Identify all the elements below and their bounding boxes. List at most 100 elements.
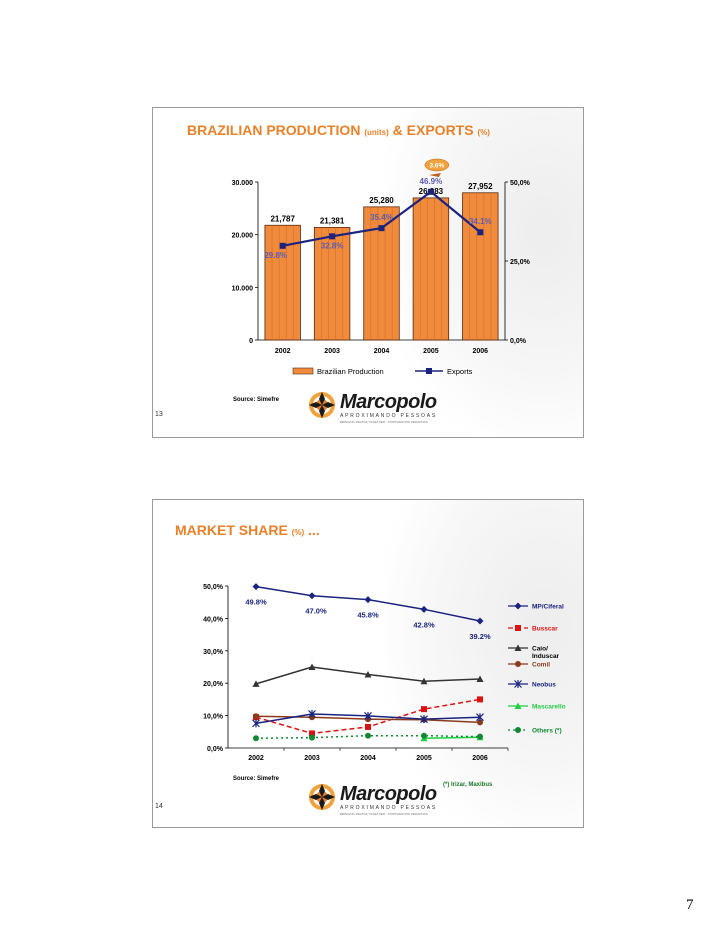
logo-wordmark: Marcopolo	[340, 391, 437, 413]
x-tick-label: 2004	[374, 348, 390, 355]
series-point-1	[421, 706, 427, 713]
y-left-tick-label: 0	[249, 338, 253, 345]
x-tick-label: 2003	[324, 348, 340, 355]
annotation-arrow-icon	[428, 173, 441, 177]
series-value-label: 47.0%	[305, 607, 327, 616]
series-point-0	[476, 617, 484, 625]
production-bar	[412, 197, 450, 341]
series-point-1	[365, 723, 371, 730]
y-left-tick-label: 20.000	[232, 233, 254, 240]
exports-point	[279, 242, 286, 249]
legend-marker	[514, 702, 522, 709]
x-tick-label: 2004	[360, 755, 376, 762]
title-percent: (%)	[291, 528, 305, 537]
y-tick-label: 50,0%	[203, 584, 224, 591]
series-point-4	[364, 711, 372, 720]
legend-label: Comil	[532, 662, 550, 669]
exports-value-label: 35.4%	[370, 213, 393, 222]
exports-point	[329, 233, 336, 240]
legend-label: Others (*)	[532, 728, 562, 735]
marcopolo-logo: Marcopolo APROXIMANDO PESSOAS BRINGING P…	[308, 391, 448, 427]
series-line-5	[423, 736, 481, 740]
series-value-label: 39.2%	[469, 632, 491, 641]
series-point-2	[252, 680, 260, 687]
production-bar	[313, 226, 351, 341]
source-label: Source: Simefre	[233, 397, 280, 403]
market-share-chart: 0,0% 10,0% 20,0% 30,0% 40,0% 50,0% 2002 2003 200…	[203, 583, 566, 762]
x-tick-label: 2006	[473, 348, 489, 355]
legend-label: Neobus	[532, 682, 556, 689]
y-tick-label: 20,0%	[203, 681, 224, 688]
production-value-label: 27,952	[468, 182, 493, 191]
logo-tagline: APROXIMANDO PESSOAS	[340, 805, 437, 811]
y-right-tick-label: 25,0%	[510, 259, 531, 266]
slide2-title: MARKET SHARE (%) ...	[175, 522, 320, 538]
series-point-6	[477, 733, 483, 740]
series-point-6	[365, 732, 371, 739]
legend-bar-swatch	[292, 367, 314, 375]
series-point-2	[364, 670, 372, 678]
y-left-tick-label: 30.000	[232, 180, 254, 187]
legend-marker	[514, 644, 522, 651]
production-exports-chart: 0 10.000 20.000 30.000 0,0% 25,0% 50,0% 21,787 2…	[232, 158, 531, 376]
exports-value-label: 29.8%	[264, 251, 287, 260]
series-point-2	[308, 663, 316, 670]
x-tick-label: 2003	[304, 755, 320, 762]
y-tick-label: 0,0%	[207, 746, 224, 753]
series-point-0	[252, 583, 260, 591]
title-ampersand: &	[392, 122, 403, 138]
series-point-4	[252, 719, 260, 728]
legend-label: MP/Ciferal	[532, 604, 564, 611]
series-point-3	[253, 713, 259, 720]
slide-market-share: MARKET SHARE (%) ... 0,0% 10,0% 20,0% 30,0%…	[152, 499, 584, 828]
title-main: MARKET SHARE	[175, 522, 288, 538]
series-value-label: 49.8%	[245, 598, 267, 607]
logo-subline: BRINGING PEOPLE TOGETHER · APROXIMANDO P…	[340, 812, 428, 816]
y-tick-label: 30,0%	[203, 649, 224, 656]
legend-line-label: Exports	[447, 367, 473, 376]
title-units: (units)	[364, 128, 389, 137]
legend-label: Mascarello	[532, 704, 566, 711]
exports-point	[427, 188, 434, 195]
production-value-label: 21,787	[270, 214, 295, 223]
series-point-0	[364, 596, 372, 604]
production-value-label: 21,381	[320, 216, 345, 225]
background-decoration	[383, 500, 583, 827]
series-value-label: 45.8%	[357, 611, 379, 620]
legend-marker	[515, 727, 521, 733]
x-tick-label: 2002	[275, 348, 291, 355]
exports-point	[477, 229, 484, 236]
series-value-label: 42.8%	[413, 620, 435, 629]
annotation-badge	[424, 158, 450, 172]
title-dots: ...	[308, 522, 320, 538]
slide-brazilian-production: BRAZILIAN PRODUCTION (units) & EXPORTS (…	[152, 107, 584, 438]
series-point-4	[308, 709, 316, 718]
annotation-label: 3.6%	[429, 163, 444, 170]
logo-tagline: APROXIMANDO PESSOAS	[340, 413, 437, 419]
series-point-2	[476, 675, 484, 682]
series-point-1	[309, 730, 315, 737]
logo-subline: BRINGING PEOPLE TOGETHER · APROXIMANDO P…	[340, 420, 428, 424]
series-point-0	[420, 605, 428, 613]
source-label: Source: Simefre	[233, 776, 280, 782]
series-point-4	[476, 713, 484, 722]
series-point-4	[420, 715, 428, 724]
legend-label: Induscar	[532, 653, 560, 660]
series-point-0	[308, 592, 316, 600]
series-point-3	[477, 719, 483, 726]
slide-number: 13	[155, 411, 163, 418]
x-tick-label: 2005	[423, 348, 439, 355]
series-point-6	[253, 735, 259, 742]
exports-value-label: 32.8%	[321, 241, 344, 250]
y-left-tick-label: 10.000	[232, 285, 254, 292]
marcopolo-emblem-icon	[309, 784, 335, 810]
footnote: (*) Irizar, Maxibus	[443, 782, 493, 788]
legend-marker	[514, 602, 522, 610]
series-point-6	[309, 734, 315, 741]
marcopolo-logo: Marcopolo APROXIMANDO PESSOAS BRINGING P…	[308, 783, 448, 819]
production-value-label: 25,280	[369, 196, 394, 205]
marcopolo-emblem-icon	[309, 392, 335, 418]
legend-line-marker	[426, 368, 432, 374]
y-right-tick-label: 50,0%	[510, 180, 531, 187]
series-point-6	[421, 732, 427, 739]
